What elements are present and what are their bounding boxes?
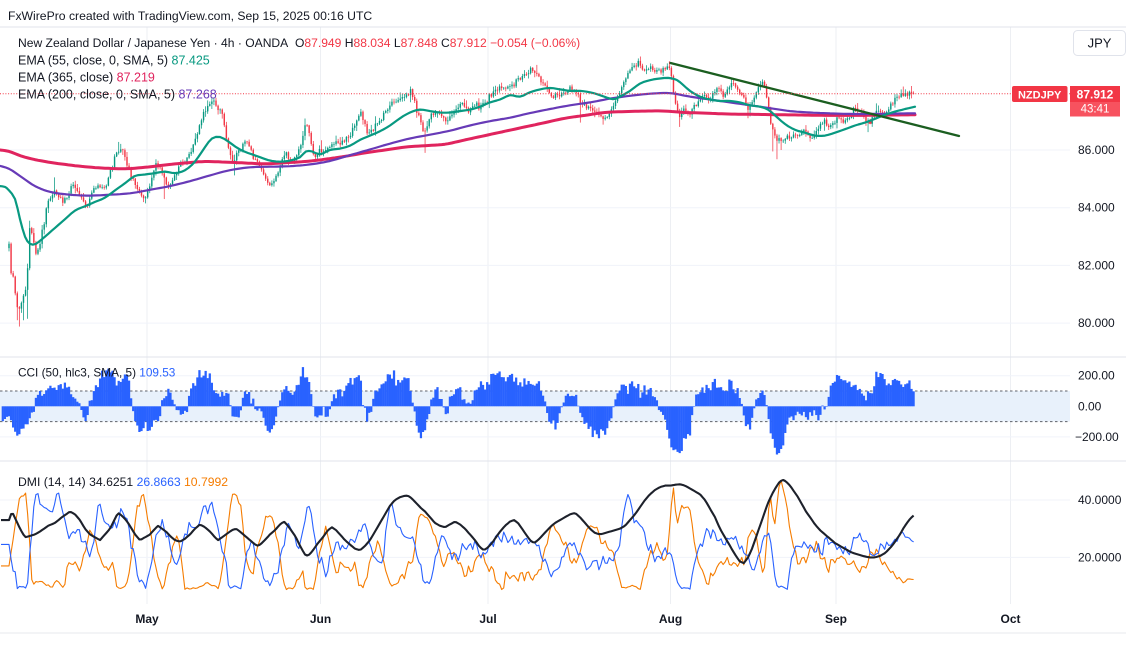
svg-text:43:41: 43:41 bbox=[1081, 104, 1110, 116]
svg-text:EMA (55, close, 0, SMA, 5) 87.: EMA (55, close, 0, SMA, 5) 87.425 bbox=[18, 54, 210, 68]
svg-text:Jun: Jun bbox=[310, 612, 331, 626]
svg-text:40.0000: 40.0000 bbox=[1078, 493, 1122, 507]
svg-text:FxWirePro created with Trading: FxWirePro created with TradingView.com, … bbox=[8, 9, 372, 23]
svg-text:NZDJPY: NZDJPY bbox=[1018, 89, 1062, 101]
svg-text:84.000: 84.000 bbox=[1078, 201, 1115, 215]
svg-text:EMA (365, close) 87.219: EMA (365, close) 87.219 bbox=[18, 71, 155, 85]
svg-text:80.000: 80.000 bbox=[1078, 316, 1115, 330]
svg-text:86.000: 86.000 bbox=[1078, 143, 1115, 157]
svg-text:Oct: Oct bbox=[1000, 612, 1020, 626]
svg-text:0.00: 0.00 bbox=[1078, 399, 1102, 413]
svg-text:200.00: 200.00 bbox=[1078, 369, 1115, 383]
svg-text:Sep: Sep bbox=[825, 612, 847, 626]
svg-text:New Zealand Dollar / Japanese: New Zealand Dollar / Japanese Yen · 4h ·… bbox=[18, 36, 580, 50]
svg-text:CCI (50, hlc3, SMA, 5) 109.53: CCI (50, hlc3, SMA, 5) 109.53 bbox=[18, 366, 176, 380]
svg-text:82.000: 82.000 bbox=[1078, 258, 1115, 272]
svg-text:May: May bbox=[135, 612, 159, 626]
svg-text:Aug: Aug bbox=[659, 612, 682, 626]
svg-text:Jul: Jul bbox=[479, 612, 496, 626]
svg-text:JPY: JPY bbox=[1088, 36, 1112, 51]
svg-text:−200.00: −200.00 bbox=[1075, 430, 1119, 444]
svg-text:87.912: 87.912 bbox=[1077, 88, 1114, 102]
svg-text:EMA (200, close, 0, SMA, 5) 87: EMA (200, close, 0, SMA, 5) 87.268 bbox=[18, 88, 217, 102]
svg-text:20.0000: 20.0000 bbox=[1078, 550, 1122, 564]
svg-text:DMI (14, 14) 34.6251 26.8663 1: DMI (14, 14) 34.6251 26.8663 10.7992 bbox=[18, 475, 228, 489]
